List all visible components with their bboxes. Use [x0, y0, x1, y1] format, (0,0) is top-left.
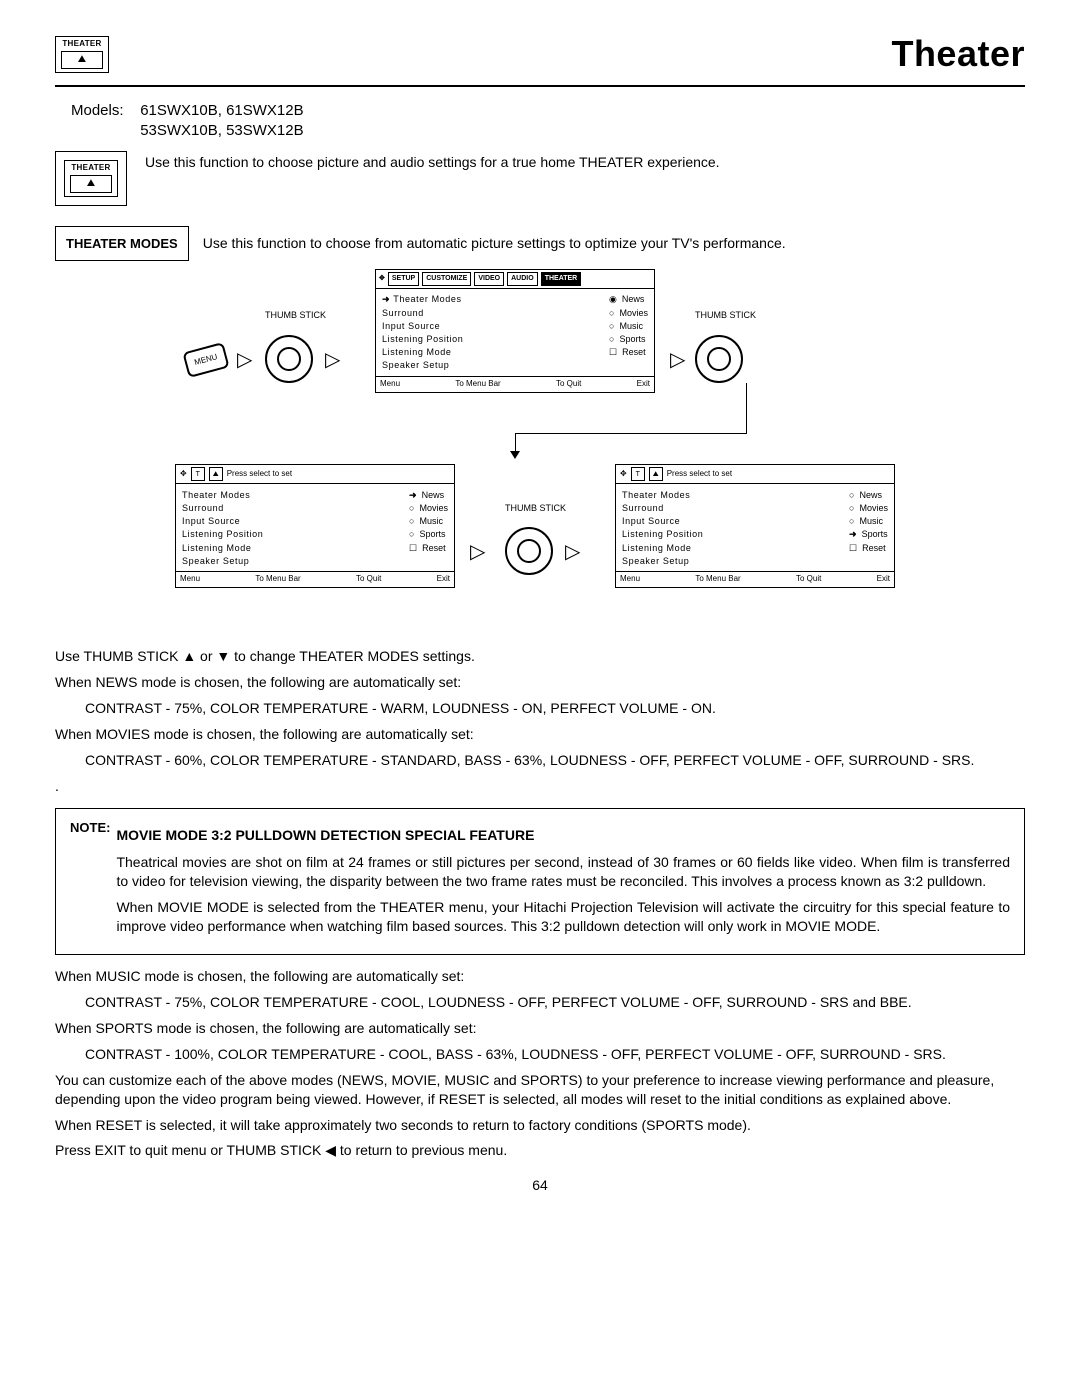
note-label: NOTE:	[70, 819, 110, 944]
osd-menu-list: Theater Modes Surround Input Source List…	[382, 293, 609, 372]
intro-logo-frame: THEATER ⛰	[55, 151, 127, 206]
theater-modes-label: THEATER MODES	[55, 226, 189, 262]
news-mode-settings: CONTRAST - 75%, COLOR TEMPERATURE - WARM…	[55, 699, 1025, 718]
stray-dot: .	[55, 777, 1025, 796]
movies-mode-settings: CONTRAST - 60%, COLOR TEMPERATURE - STAN…	[55, 751, 1025, 770]
instruction-thumbstick: Use THUMB STICK or to change THEATER MOD…	[55, 647, 1025, 666]
models-block: Models: 61SWX10B, 61SWX12B Models: 53SWX…	[71, 101, 1025, 142]
osd-screen-right: ✥ T ⛰ Press select to set Theater Modes …	[615, 464, 895, 588]
arrow-icon: ▷	[325, 347, 340, 374]
osd-options-list: News Movies Music Sports Reset	[609, 293, 648, 372]
sports-mode-heading: When SPORTS mode is chosen, the followin…	[55, 1019, 1025, 1038]
movies-mode-heading: When MOVIES mode is chosen, the followin…	[55, 725, 1025, 744]
news-mode-heading: When NEWS mode is chosen, the following …	[55, 673, 1025, 692]
arrowhead-down-icon	[510, 451, 520, 459]
osd-screen-top: ✥ SETUP CUSTOMIZE VIDEO AUDIO THEATER Th…	[375, 269, 655, 392]
body-text: Use THUMB STICK or to change THEATER MOD…	[55, 647, 1025, 1160]
left-arrow-icon	[325, 1142, 336, 1158]
sports-mode-settings: CONTRAST - 100%, COLOR TEMPERATURE - COO…	[55, 1045, 1025, 1064]
thumbstick-icon	[505, 527, 553, 575]
note-box: NOTE: MOVIE MODE 3:2 PULLDOWN DETECTION …	[55, 808, 1025, 955]
flow-diagram: MENU ▷ THUMB STICK ▷ ✥ SETUP CUSTOMIZE V…	[55, 269, 1025, 639]
modes-row: THEATER MODES Use this function to choos…	[55, 226, 1025, 262]
models-line2: 53SWX10B, 53SWX12B	[140, 122, 303, 139]
thumbstick-label: THUMB STICK	[505, 504, 566, 514]
up-arrow-icon	[182, 648, 196, 664]
thumbstick-icon	[265, 335, 313, 383]
thumbstick-icon	[695, 335, 743, 383]
models-line1: 61SWX10B, 61SWX12B	[140, 102, 303, 119]
thumbstick-label: THUMB STICK	[265, 311, 326, 321]
music-mode-settings: CONTRAST - 75%, COLOR TEMPERATURE - COOL…	[55, 993, 1025, 1012]
arrow-icon: ▷	[237, 347, 252, 374]
arrow-icon: ▷	[565, 539, 580, 566]
models-label: Models:	[71, 102, 124, 119]
intro-row: THEATER ⛰ Use this function to choose pi…	[55, 151, 1025, 206]
theater-logo: THEATER ⛰	[55, 36, 109, 73]
header-bar: THEATER ⛰ Theater	[55, 30, 1025, 87]
intro-text: Use this function to choose picture and …	[145, 151, 720, 172]
menu-button-icon: MENU	[182, 342, 229, 378]
note-title: MOVIE MODE 3:2 PULLDOWN DETECTION SPECIA…	[116, 827, 534, 843]
arrow-icon: ▷	[670, 347, 685, 374]
down-arrow-icon	[216, 648, 230, 664]
note-paragraph-1: Theatrical movies are shot on film at 24…	[116, 853, 1010, 891]
theater-logo-small: THEATER ⛰	[64, 160, 118, 197]
note-paragraph-2: When MOVIE MODE is selected from the THE…	[116, 898, 1010, 936]
logo-icon: ⛰	[61, 51, 103, 69]
osd-tab-bar: ✥ SETUP CUSTOMIZE VIDEO AUDIO THEATER	[376, 270, 654, 288]
exit-instruction: Press EXIT to quit menu or THUMB STICK t…	[55, 1141, 1025, 1160]
page-title: Theater	[891, 30, 1025, 79]
logo-text: THEATER	[60, 39, 104, 50]
page-number: 64	[55, 1176, 1025, 1195]
osd-screen-left: ✥ T ⛰ Press select to set Theater Modes …	[175, 464, 455, 588]
modes-text: Use this function to choose from automat…	[203, 234, 786, 253]
arrow-icon: ▷	[470, 539, 485, 566]
thumbstick-label: THUMB STICK	[695, 311, 756, 321]
music-mode-heading: When MUSIC mode is chosen, the following…	[55, 967, 1025, 986]
customize-paragraph: You can customize each of the above mode…	[55, 1071, 1025, 1109]
reset-paragraph: When RESET is selected, it will take app…	[55, 1116, 1025, 1135]
